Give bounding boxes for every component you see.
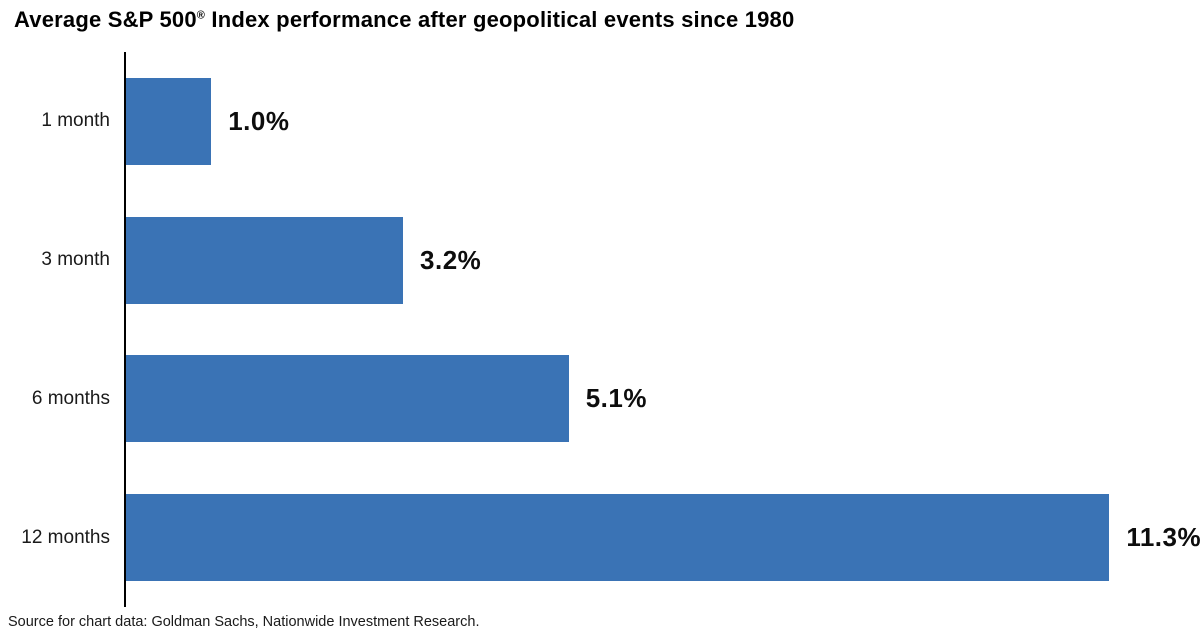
- category-label: 3 month: [41, 249, 110, 271]
- plot-cell: 5.1%: [124, 330, 1200, 469]
- bar: [124, 355, 569, 443]
- bar-row: 6 months 5.1%: [0, 330, 1200, 469]
- bar-row: 12 months 11.3%: [0, 468, 1200, 607]
- plot-cell: 11.3%: [124, 468, 1200, 607]
- chart-title-pre: Average S&P 500: [14, 7, 197, 32]
- plot-cell: 1.0%: [124, 52, 1200, 191]
- bar: [124, 77, 212, 165]
- registered-trademark-symbol: ®: [196, 9, 206, 22]
- bar: [124, 494, 1110, 582]
- chart-title-post: Index performance after geopolitical eve…: [205, 7, 795, 32]
- bar-rows: 1 month 1.0% 3 month 3.2% 6 months 5.1% 12 mon…: [0, 52, 1200, 607]
- bar-row: 1 month 1.0%: [0, 52, 1200, 191]
- value-label: 11.3%: [1126, 522, 1200, 553]
- category-label: 1 month: [41, 110, 110, 132]
- category-label: 6 months: [31, 387, 110, 409]
- y-axis-line: [124, 52, 126, 607]
- value-label: 3.2%: [420, 244, 482, 275]
- source-note: Source for chart data: Goldman Sachs, Na…: [8, 614, 480, 630]
- bar-chart-area: 1 month 1.0% 3 month 3.2% 6 months 5.1% 12 mon…: [0, 52, 1200, 607]
- bar-row: 3 month 3.2%: [0, 191, 1200, 330]
- bar: [124, 216, 404, 304]
- value-label: 5.1%: [585, 383, 647, 414]
- chart-title: Average S&P 500® Index performance after…: [14, 7, 794, 33]
- value-label: 1.0%: [228, 105, 290, 136]
- plot-cell: 3.2%: [124, 191, 1200, 330]
- category-label: 12 months: [21, 526, 110, 548]
